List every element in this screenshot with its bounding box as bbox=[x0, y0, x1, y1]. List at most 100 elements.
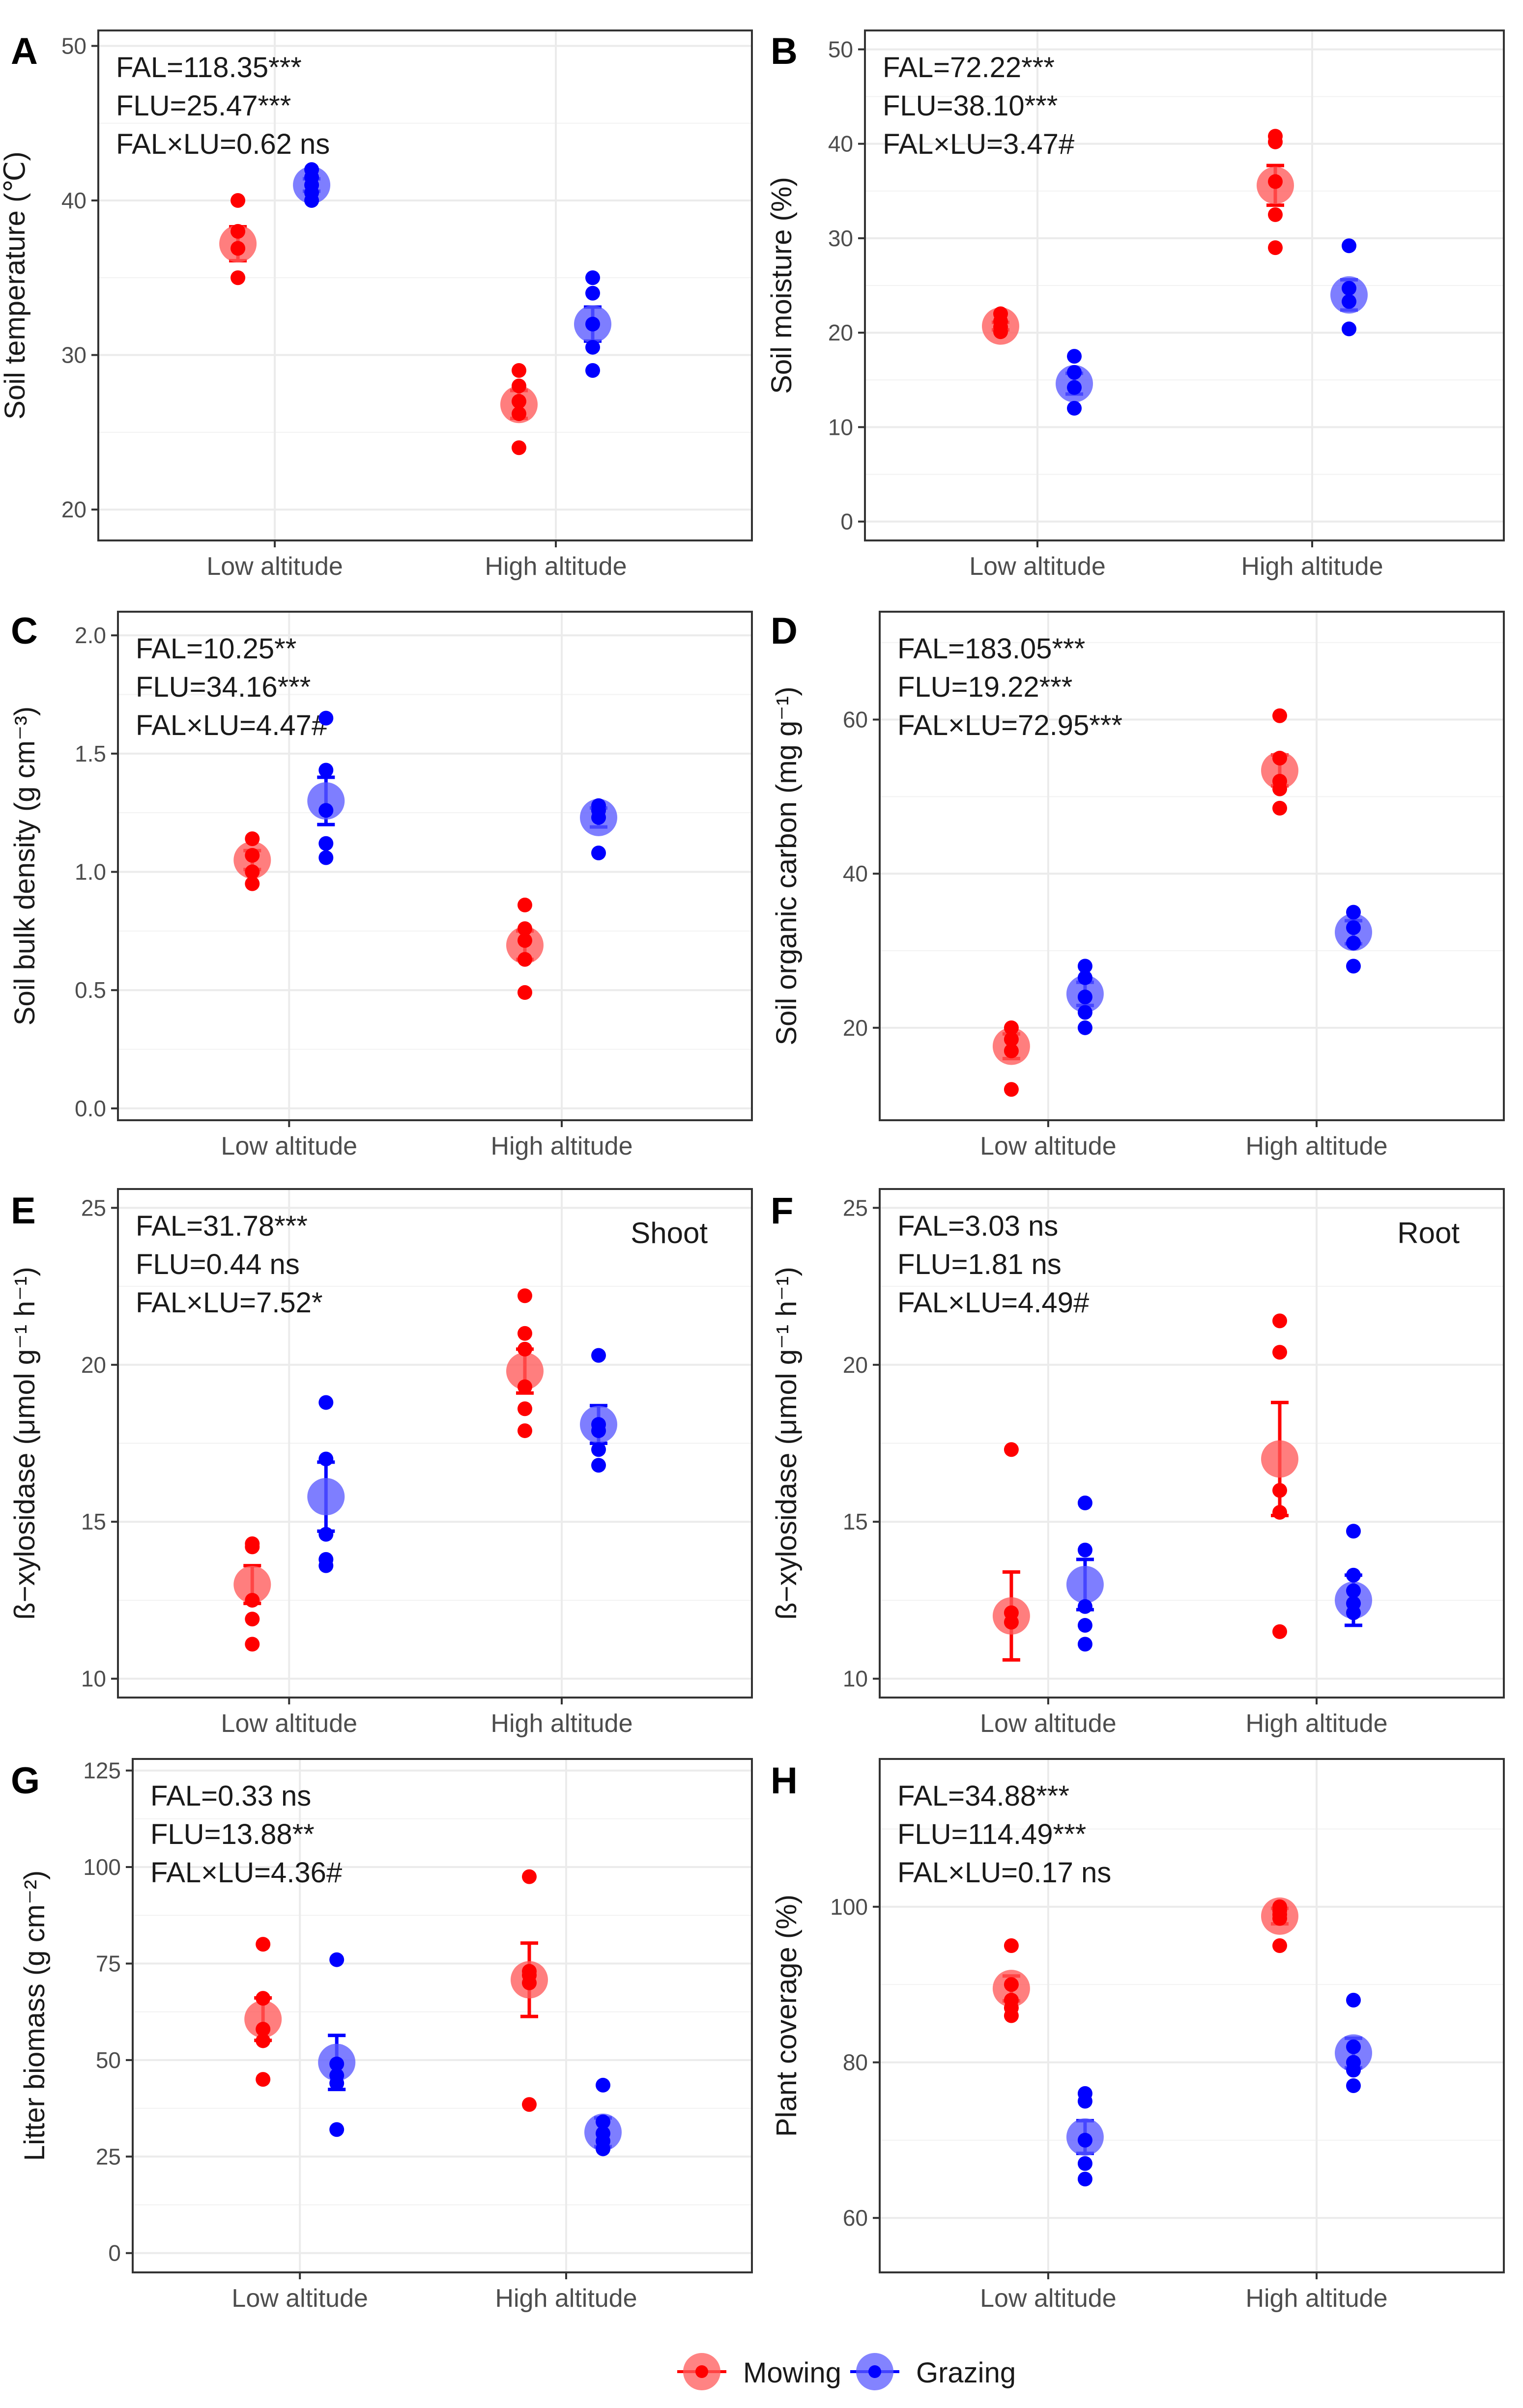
y-tick-label: 100 bbox=[830, 1894, 868, 1920]
x-tick-label: Low altitude bbox=[969, 552, 1106, 581]
y-tick-label: 0.0 bbox=[75, 1096, 106, 1121]
data-point-mowing bbox=[245, 848, 260, 863]
data-point-mowing bbox=[1004, 1032, 1019, 1047]
stat-annotation: FAL=3.03 ns bbox=[897, 1210, 1058, 1242]
mean-point-mowing bbox=[1261, 1440, 1298, 1478]
y-tick-label: 30 bbox=[61, 342, 86, 368]
data-point-mowing bbox=[1268, 240, 1283, 255]
data-point-mowing bbox=[993, 324, 1008, 340]
data-point-grazing bbox=[1342, 281, 1356, 296]
data-point-mowing bbox=[1004, 1043, 1019, 1058]
legend-mowing-dot bbox=[695, 2365, 708, 2378]
stat-annotation: FLU=13.88** bbox=[150, 1818, 315, 1850]
data-point-mowing bbox=[512, 378, 526, 394]
data-point-grazing bbox=[591, 1348, 606, 1363]
mean-point-grazing bbox=[1066, 1566, 1104, 1603]
data-point-mowing bbox=[1272, 1345, 1287, 1360]
data-point-mowing bbox=[1004, 1938, 1019, 1953]
data-point-grazing bbox=[1346, 2078, 1361, 2093]
data-point-mowing bbox=[1004, 1082, 1019, 1097]
y-axis-title: Soil organic carbon (mg g⁻¹) bbox=[771, 686, 803, 1045]
y-tick-label: 100 bbox=[83, 1854, 121, 1880]
y-tick-label: 0 bbox=[840, 509, 853, 535]
data-point-grazing bbox=[585, 363, 600, 378]
stat-annotation: FLU=114.49*** bbox=[897, 1818, 1086, 1850]
stat-annotation: FLU=19.22*** bbox=[897, 671, 1072, 703]
data-point-mowing bbox=[245, 1637, 260, 1652]
legend-grazing-label: Grazing bbox=[916, 2357, 1016, 2389]
data-point-mowing bbox=[1004, 1020, 1019, 1035]
data-point-grazing bbox=[318, 1558, 334, 1573]
y-tick-label: 20 bbox=[843, 1352, 868, 1378]
data-point-grazing bbox=[1077, 970, 1092, 985]
data-point-mowing bbox=[517, 952, 532, 967]
data-point-mowing bbox=[517, 985, 532, 1000]
data-point-grazing bbox=[1346, 1583, 1361, 1598]
data-point-grazing bbox=[1342, 238, 1356, 254]
data-point-grazing bbox=[1346, 2039, 1361, 2054]
data-point-mowing bbox=[1272, 1938, 1287, 1953]
data-point-mowing bbox=[256, 2033, 271, 2048]
stat-annotation: FAL×LU=7.52* bbox=[136, 1287, 323, 1319]
data-point-grazing bbox=[329, 2056, 345, 2071]
x-tick-label: Low altitude bbox=[221, 1709, 358, 1738]
x-tick-label: High altitude bbox=[490, 1132, 632, 1161]
data-point-grazing bbox=[596, 2077, 610, 2093]
data-point-grazing bbox=[1077, 2132, 1092, 2148]
panel-tag: Root bbox=[1397, 1217, 1460, 1249]
panel-tag: Shoot bbox=[631, 1217, 708, 1249]
stat-annotation: FAL=118.35*** bbox=[116, 52, 302, 84]
data-point-mowing bbox=[1268, 174, 1283, 189]
y-tick-label: 15 bbox=[843, 1509, 868, 1534]
y-axis-title: Plant coverage (%) bbox=[771, 1895, 803, 2137]
data-point-mowing bbox=[245, 1612, 260, 1627]
stat-annotation: FLU=25.47*** bbox=[116, 90, 291, 122]
data-point-mowing bbox=[517, 1401, 532, 1416]
data-point-grazing bbox=[318, 836, 334, 851]
panel-letter: E bbox=[11, 1190, 36, 1232]
y-axis-title: Soil bulk density (g cm⁻³) bbox=[9, 707, 41, 1025]
data-point-grazing bbox=[1077, 2156, 1092, 2171]
data-point-grazing bbox=[585, 316, 600, 332]
data-point-grazing bbox=[1067, 380, 1082, 395]
data-point-grazing bbox=[585, 285, 600, 301]
data-point-grazing bbox=[318, 803, 334, 818]
data-point-grazing bbox=[329, 2076, 345, 2091]
data-point-grazing bbox=[1346, 905, 1361, 920]
panel-letter: G bbox=[11, 1760, 40, 1802]
data-point-grazing bbox=[318, 1527, 334, 1542]
y-tick-label: 40 bbox=[843, 861, 868, 886]
data-point-mowing bbox=[517, 933, 532, 948]
data-point-grazing bbox=[1067, 400, 1082, 416]
data-point-mowing bbox=[1272, 750, 1287, 765]
mean-point-mowing bbox=[233, 1566, 271, 1603]
panel-border bbox=[117, 611, 753, 1121]
data-point-mowing bbox=[245, 876, 260, 891]
stat-annotation: FLU=0.44 ns bbox=[136, 1248, 300, 1280]
panel-border bbox=[97, 29, 753, 541]
data-point-mowing bbox=[1272, 1911, 1287, 1926]
y-tick-label: 50 bbox=[61, 33, 86, 58]
x-tick-label: Low altitude bbox=[206, 552, 343, 581]
data-point-grazing bbox=[585, 340, 600, 355]
data-point-grazing bbox=[1077, 1637, 1092, 1652]
data-point-grazing bbox=[591, 1423, 606, 1438]
x-tick-label: Low altitude bbox=[221, 1132, 358, 1161]
mean-point-grazing bbox=[307, 782, 345, 820]
data-point-grazing bbox=[1346, 959, 1361, 974]
y-tick-label: 10 bbox=[828, 414, 853, 440]
data-point-mowing bbox=[512, 406, 526, 422]
data-point-grazing bbox=[591, 1442, 606, 1457]
x-tick-label: High altitude bbox=[490, 1709, 632, 1738]
data-point-mowing bbox=[1004, 1977, 1019, 1992]
stat-annotation: FAL=183.05*** bbox=[897, 633, 1085, 665]
data-point-grazing bbox=[318, 850, 334, 865]
data-point-mowing bbox=[230, 224, 246, 239]
stat-annotation: FAL=34.88*** bbox=[897, 1780, 1069, 1812]
data-point-grazing bbox=[1077, 1495, 1092, 1510]
stat-annotation: FAL×LU=4.47# bbox=[136, 709, 327, 741]
data-point-grazing bbox=[1346, 1605, 1361, 1620]
stat-annotation: FAL×LU=4.36# bbox=[150, 1857, 342, 1889]
data-point-mowing bbox=[256, 2022, 271, 2037]
x-tick-label: Low altitude bbox=[980, 1709, 1117, 1738]
